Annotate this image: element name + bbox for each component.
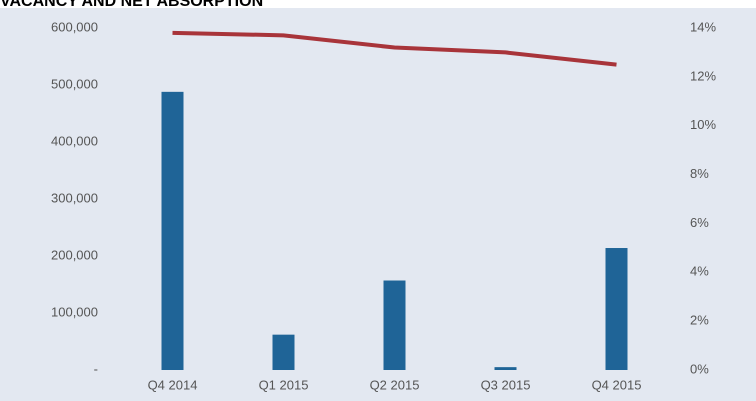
y2-tick-label: 10% bbox=[690, 117, 716, 132]
chart-title: VACANCY AND NET ABSORPTION bbox=[0, 0, 263, 10]
y-tick-label: 400,000 bbox=[51, 133, 98, 148]
y2-tick-label: 0% bbox=[690, 361, 709, 376]
y-tick-label: 100,000 bbox=[51, 304, 98, 319]
bar bbox=[605, 248, 628, 370]
y2-tick-label: 6% bbox=[690, 215, 709, 230]
x-tick-label: Q3 2015 bbox=[481, 377, 531, 392]
y2-tick-label: 12% bbox=[690, 68, 716, 83]
bar bbox=[383, 280, 406, 370]
bar bbox=[272, 334, 295, 370]
y2-tick-label: 14% bbox=[690, 19, 716, 34]
y-tick-label: 600,000 bbox=[51, 19, 98, 34]
y2-tick-label: 8% bbox=[690, 166, 709, 181]
y-tick-label: 500,000 bbox=[51, 76, 98, 91]
x-tick-label: Q4 2015 bbox=[592, 377, 642, 392]
x-tick-label: Q4 2014 bbox=[148, 377, 198, 392]
plot-background bbox=[0, 8, 756, 401]
x-tick-label: Q1 2015 bbox=[259, 377, 309, 392]
bar bbox=[494, 367, 517, 370]
line bbox=[172, 30, 617, 67]
y-tick-label: - bbox=[94, 361, 98, 376]
y2-tick-label: 4% bbox=[690, 264, 709, 279]
y2-tick-label: 2% bbox=[690, 313, 709, 328]
bar bbox=[161, 91, 184, 370]
y-tick-label: 200,000 bbox=[51, 247, 98, 262]
x-tick-label: Q2 2015 bbox=[370, 377, 420, 392]
y-tick-label: 300,000 bbox=[51, 190, 98, 205]
